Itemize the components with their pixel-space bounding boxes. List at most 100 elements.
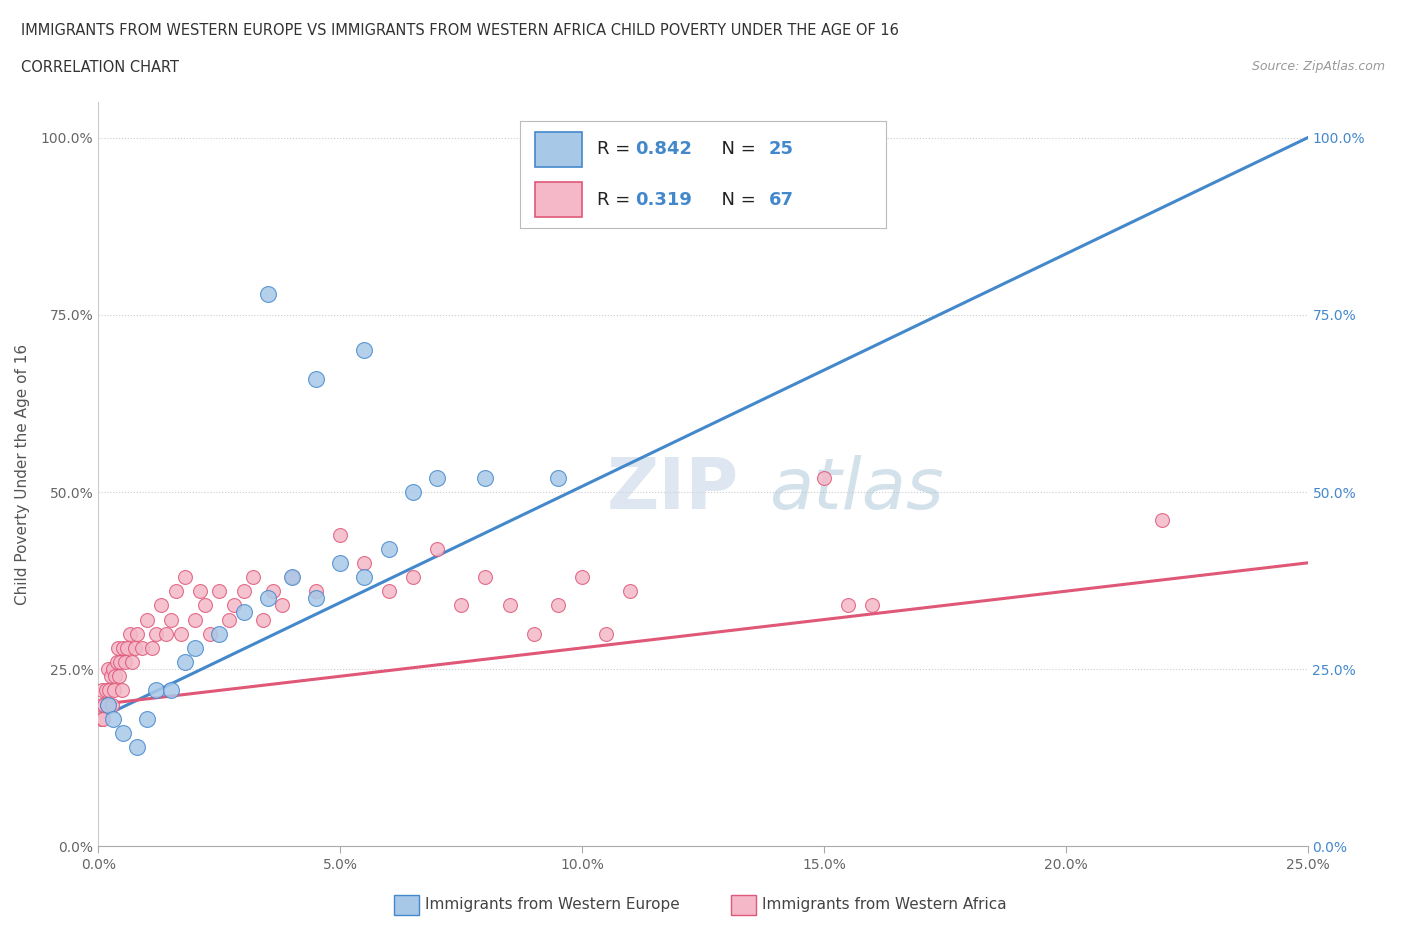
Point: [93, 698, 115, 712]
Point: [619, 584, 641, 599]
Point: [305, 584, 328, 599]
Point: [262, 584, 284, 599]
Point: [155, 626, 177, 641]
Point: [145, 626, 167, 641]
Point: [377, 541, 399, 556]
Point: [305, 371, 328, 386]
Point: [111, 683, 134, 698]
Point: [595, 626, 617, 641]
Point: [127, 739, 149, 754]
Point: [121, 655, 143, 670]
Text: N =: N =: [710, 140, 762, 158]
Point: [281, 569, 304, 584]
Point: [174, 655, 197, 670]
Text: R =: R =: [598, 191, 636, 208]
Point: [150, 598, 173, 613]
Point: [353, 569, 375, 584]
Point: [305, 591, 328, 605]
Point: [117, 641, 139, 656]
Point: [169, 626, 191, 641]
Point: [218, 612, 240, 627]
Point: [188, 584, 211, 599]
Point: [837, 598, 859, 613]
Point: [547, 471, 569, 485]
Point: [160, 612, 183, 627]
Y-axis label: Child Poverty Under the Age of 16: Child Poverty Under the Age of 16: [15, 344, 30, 604]
Point: [94, 683, 117, 698]
Point: [208, 626, 231, 641]
Point: [107, 641, 129, 656]
Point: [426, 541, 449, 556]
Point: [450, 598, 472, 613]
Point: [111, 641, 134, 656]
Point: [232, 605, 254, 620]
FancyBboxPatch shape: [534, 182, 582, 218]
Text: Source: ZipAtlas.com: Source: ZipAtlas.com: [1251, 60, 1385, 73]
Text: 0.842: 0.842: [636, 140, 692, 158]
Point: [98, 683, 121, 698]
Point: [165, 584, 187, 599]
Point: [131, 641, 153, 656]
Point: [96, 698, 118, 712]
Point: [107, 669, 129, 684]
Point: [474, 471, 496, 485]
Point: [101, 662, 124, 677]
Point: [90, 711, 112, 726]
Point: [103, 683, 125, 698]
Point: [194, 598, 217, 613]
Point: [329, 527, 352, 542]
Point: [402, 569, 425, 584]
Point: [256, 591, 278, 605]
Text: 0.319: 0.319: [636, 191, 692, 208]
Point: [114, 655, 136, 670]
Point: [108, 655, 131, 670]
Text: 67: 67: [769, 191, 794, 208]
Point: [547, 598, 569, 613]
Text: atlas: atlas: [769, 455, 943, 524]
Text: CORRELATION CHART: CORRELATION CHART: [21, 60, 179, 75]
Point: [242, 569, 264, 584]
Point: [232, 584, 254, 599]
Point: [135, 612, 157, 627]
Point: [97, 662, 120, 677]
Point: [160, 683, 183, 698]
Point: [124, 641, 146, 656]
Point: [100, 669, 122, 684]
Point: [523, 626, 546, 641]
Point: [281, 569, 304, 584]
Point: [111, 725, 134, 740]
Text: Immigrants from Western Europe: Immigrants from Western Europe: [425, 897, 679, 912]
Point: [1152, 513, 1174, 528]
Point: [198, 626, 221, 641]
Point: [353, 555, 375, 570]
Point: [104, 669, 127, 684]
Point: [222, 598, 245, 613]
Point: [426, 471, 449, 485]
Point: [118, 626, 141, 641]
Point: [498, 598, 520, 613]
Point: [377, 584, 399, 599]
Point: [101, 711, 124, 726]
Point: [135, 711, 157, 726]
Text: IMMIGRANTS FROM WESTERN EUROPE VS IMMIGRANTS FROM WESTERN AFRICA CHILD POVERTY U: IMMIGRANTS FROM WESTERN EUROPE VS IMMIGR…: [21, 23, 898, 38]
Text: N =: N =: [710, 191, 762, 208]
Text: Immigrants from Western Africa: Immigrants from Western Africa: [762, 897, 1007, 912]
Point: [184, 612, 207, 627]
Point: [97, 698, 120, 712]
Point: [127, 626, 149, 641]
Point: [474, 569, 496, 584]
Point: [860, 598, 883, 613]
Point: [208, 584, 231, 599]
Point: [353, 343, 375, 358]
Point: [91, 683, 114, 698]
Point: [271, 598, 294, 613]
Point: [174, 569, 197, 584]
Point: [101, 698, 124, 712]
Text: 25: 25: [769, 140, 794, 158]
Point: [91, 711, 114, 726]
Point: [571, 569, 593, 584]
FancyBboxPatch shape: [534, 132, 582, 166]
Point: [184, 641, 207, 656]
Point: [105, 655, 128, 670]
Point: [329, 555, 352, 570]
